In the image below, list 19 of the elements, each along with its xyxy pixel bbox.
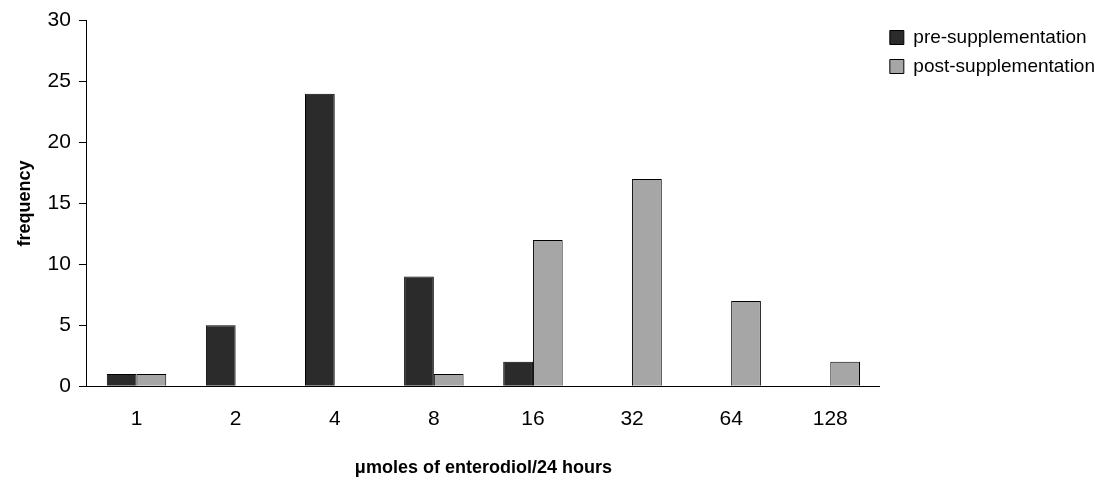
y-tick-label: 15 — [47, 190, 71, 214]
legend-label: post-supplementation — [913, 54, 1095, 76]
y-tick-label: 0 — [59, 373, 71, 396]
y-tick-label: 25 — [47, 68, 71, 92]
y-tick-label: 20 — [47, 129, 71, 153]
x-tick-label: 16 — [521, 405, 545, 429]
y-tick-label: 5 — [59, 312, 71, 336]
x-tick-label: 64 — [719, 405, 744, 429]
x-tick-label: 2 — [229, 405, 242, 429]
x-axis-title: μmoles of enterodiol/24 hours — [354, 457, 612, 478]
x-tick-label: 4 — [328, 405, 341, 429]
x-tick-label: 32 — [620, 405, 644, 429]
y-tick-label: 30 — [47, 7, 71, 31]
y-axis-title: frequency — [13, 160, 34, 247]
y-tick-label: 10 — [47, 251, 71, 275]
legend-label: pre-supplementation — [913, 25, 1087, 47]
x-tick-label: 128 — [812, 405, 848, 429]
x-tick-label: 8 — [428, 405, 440, 429]
x-tick-label: 1 — [130, 405, 143, 429]
